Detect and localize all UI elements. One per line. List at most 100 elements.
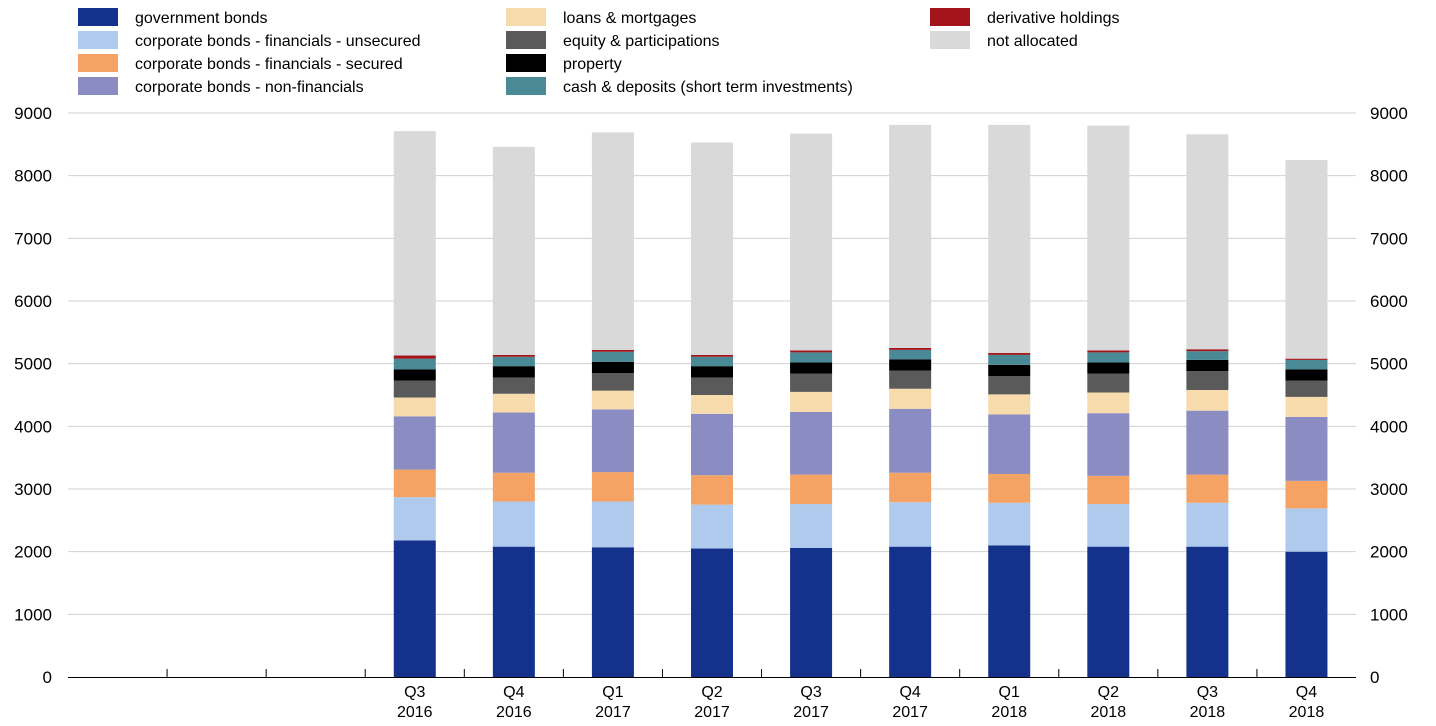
x-tick-label-quarter: Q4 xyxy=(1296,684,1317,701)
bar-segment-government-bonds xyxy=(889,546,932,677)
bar-segment-cash-deposits-short-term-investments xyxy=(691,356,733,367)
bar-segment-loans-mortgages xyxy=(691,395,733,414)
bar-segment-corporate-bonds-non-financials xyxy=(988,414,1031,474)
bar-segment-not-allocated xyxy=(492,146,535,355)
legend-swatch-property xyxy=(506,54,546,72)
bar-segment-cash-deposits-short-term-investments xyxy=(591,351,634,362)
bar-segment-corporate-bonds-non-financials xyxy=(790,411,833,475)
y-tick-label-right: 5000 xyxy=(1370,355,1408,374)
bar-segment-corporate-bonds-financials-unsecured xyxy=(591,501,634,548)
bar-segment-loans-mortgages xyxy=(1087,392,1130,414)
bar-segment-not-allocated xyxy=(1087,125,1130,351)
x-tick-label-quarter: Q2 xyxy=(1098,684,1119,701)
bar-segment-cash-deposits-short-term-investments xyxy=(1186,351,1229,360)
y-tick-label-right: 6000 xyxy=(1370,292,1408,311)
legend-label-equity-participations: equity & participations xyxy=(563,33,720,50)
bar-segment-corporate-bonds-financials-unsecured xyxy=(691,504,733,549)
bar-segment-corporate-bonds-financials-unsecured xyxy=(889,502,932,547)
bar-segment-property xyxy=(1285,369,1328,381)
bar-segment-corporate-bonds-financials-secured xyxy=(1087,475,1130,505)
bar-segment-derivative-holdings xyxy=(591,349,634,352)
bar-segment-cash-deposits-short-term-investments xyxy=(492,356,535,367)
bar-segment-corporate-bonds-financials-secured xyxy=(1285,480,1328,509)
legend-swatch-corporate-bonds-non-financials xyxy=(78,77,118,95)
y-tick-label-left: 9000 xyxy=(14,104,52,123)
bar-segment-equity-participations xyxy=(492,377,535,394)
y-tick-label-right: 1000 xyxy=(1370,605,1408,624)
y-tick-label-left: 0 xyxy=(43,668,52,687)
bar-segment-loans-mortgages xyxy=(1186,389,1229,411)
bar-segment-equity-participations xyxy=(889,370,932,389)
bar-segment-government-bonds xyxy=(988,545,1031,677)
bar-segment-not-allocated xyxy=(691,142,733,355)
legend-swatch-loans-mortgages xyxy=(506,8,546,26)
bar-segment-equity-participations xyxy=(988,376,1031,395)
bar-segment-equity-participations xyxy=(393,380,436,398)
x-tick-label-year: 2017 xyxy=(793,704,829,721)
bar-segment-corporate-bonds-financials-secured xyxy=(790,474,833,505)
legend-swatch-not-allocated xyxy=(930,31,970,49)
legend-swatch-cash-deposits-short-term-investments xyxy=(506,77,546,95)
bar-segment-corporate-bonds-non-financials xyxy=(889,408,932,473)
bar-segment-government-bonds xyxy=(691,548,733,677)
x-tick-label-quarter: Q3 xyxy=(1197,684,1218,701)
bar-segment-property xyxy=(790,362,833,374)
bar-segment-corporate-bonds-financials-secured xyxy=(988,473,1031,503)
bar-segment-corporate-bonds-financials-secured xyxy=(393,469,436,498)
x-tick-label-quarter: Q3 xyxy=(404,684,425,701)
bar-segment-property xyxy=(591,361,634,374)
bar-segment-derivative-holdings xyxy=(1285,358,1328,360)
bar-segment-derivative-holdings xyxy=(492,354,535,357)
legend-label-property: property xyxy=(563,56,622,73)
legend-swatch-equity-participations xyxy=(506,31,546,49)
bar-segment-corporate-bonds-financials-unsecured xyxy=(1285,508,1328,552)
bar-segment-derivative-holdings xyxy=(393,355,436,359)
y-tick-label-left: 1000 xyxy=(14,605,52,624)
bar-segment-corporate-bonds-financials-secured xyxy=(889,472,932,503)
y-tick-label-right: 4000 xyxy=(1370,417,1408,436)
bar-segment-equity-participations xyxy=(1087,373,1130,393)
bar-segment-loans-mortgages xyxy=(889,388,932,409)
x-tick-label-quarter: Q2 xyxy=(701,684,722,701)
x-tick-label-quarter: Q1 xyxy=(999,684,1020,701)
bar-segment-corporate-bonds-non-financials xyxy=(591,409,634,473)
bar-segment-cash-deposits-short-term-investments xyxy=(889,349,932,360)
bar-segment-government-bonds xyxy=(1186,546,1229,677)
x-tick-label-year: 2018 xyxy=(991,704,1027,721)
legend-label-corporate-bonds-non-financials: corporate bonds - non-financials xyxy=(135,79,364,96)
y-tick-label-left: 5000 xyxy=(14,355,52,374)
legend-label-loans-mortgages: loans & mortgages xyxy=(563,10,696,27)
x-axis: Q3 2016 Q4 2016 Q1 2017 Q2 2017 Q3 2017 Q4 2017 Q1 20… xyxy=(68,669,1356,721)
bar-segment-corporate-bonds-non-financials xyxy=(691,413,733,476)
bar-segment-corporate-bonds-financials-unsecured xyxy=(393,497,436,541)
bar-segment-not-allocated xyxy=(889,124,932,348)
bars xyxy=(393,124,1328,677)
bar-segment-corporate-bonds-non-financials xyxy=(492,412,535,473)
bar-segment-property xyxy=(1087,362,1130,374)
bar-segment-government-bonds xyxy=(790,547,833,677)
x-tick-label-year: 2017 xyxy=(595,704,631,721)
legend: government bonds corporate bonds - financ… xyxy=(78,8,1120,96)
legend-label-corporate-bonds-financials-unsecured: corporate bonds - financials - unsecured xyxy=(135,33,421,50)
x-tick-label-quarter: Q3 xyxy=(800,684,821,701)
bar-segment-corporate-bonds-financials-unsecured xyxy=(1087,504,1130,547)
bar-segment-not-allocated xyxy=(790,133,833,351)
bar-segment-property xyxy=(988,364,1031,377)
bar-segment-corporate-bonds-financials-secured xyxy=(591,472,634,502)
bar-segment-cash-deposits-short-term-investments xyxy=(1285,359,1328,370)
y-tick-label-left: 4000 xyxy=(14,417,52,436)
legend-label-government-bonds: government bonds xyxy=(135,10,268,27)
x-tick-label-year: 2017 xyxy=(892,704,928,721)
bar-segment-corporate-bonds-non-financials xyxy=(1087,413,1130,476)
x-tick-label-year: 2018 xyxy=(1289,704,1325,721)
legend-swatch-government-bonds xyxy=(78,8,118,26)
bar-segment-equity-participations xyxy=(591,373,634,391)
legend-label-corporate-bonds-financials-secured: corporate bonds - financials - secured xyxy=(135,56,403,73)
bar-segment-corporate-bonds-financials-unsecured xyxy=(1186,502,1229,547)
y-tick-label-right: 7000 xyxy=(1370,229,1408,248)
bar-segment-derivative-holdings xyxy=(988,353,1031,355)
legend-label-cash-deposits-short-term-investments: cash & deposits (short term investments) xyxy=(563,79,853,96)
bar-segment-corporate-bonds-financials-unsecured xyxy=(492,501,535,547)
bar-segment-property xyxy=(691,366,733,378)
legend-swatch-corporate-bonds-financials-unsecured xyxy=(78,31,118,49)
